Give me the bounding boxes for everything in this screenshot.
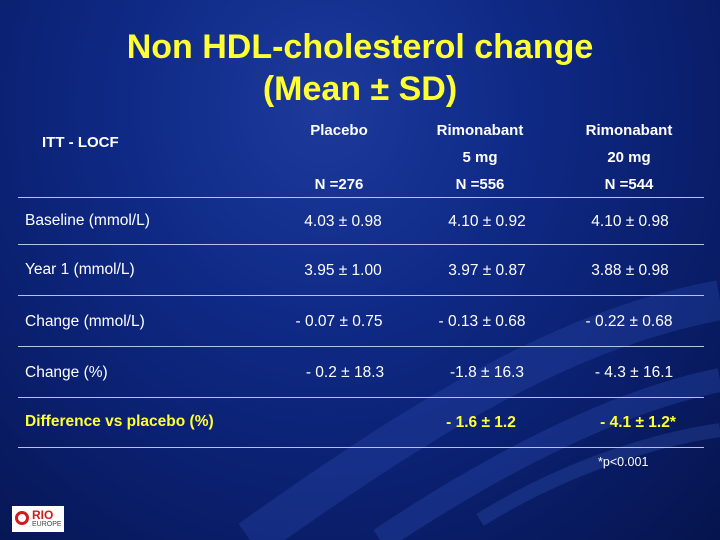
rio-europe-logo: RIO EUROPE	[12, 506, 64, 532]
table-rule	[18, 346, 704, 347]
column-n-rimonabant-20: N =544	[604, 176, 654, 193]
cell-change-mmol-placebo: - 0.07 ± 0.75	[295, 313, 383, 330]
cell-difference-20mg: - 4.1 ± 1.2*	[600, 414, 676, 431]
cell-change-pct-5mg: -1.8 ± 16.3	[450, 364, 524, 381]
logo-ring-icon	[15, 511, 29, 525]
footnote: *p<0.001	[598, 455, 649, 469]
row-label-change-pct: Change (%)	[25, 364, 108, 381]
column-n-placebo: N =276	[314, 176, 364, 193]
cell-change-pct-placebo: - 0.2 ± 18.3	[305, 364, 385, 381]
cell-baseline-20mg: 4.10 ± 0.98	[591, 213, 669, 230]
row-label-year1: Year 1 (mmol/L)	[25, 261, 135, 278]
page-title: Non HDL-cholesterol change	[126, 28, 594, 66]
column-header-rimonabant-20: Rimonabant	[585, 122, 673, 139]
table-rule	[18, 244, 704, 245]
column-n-rimonabant-5: N =556	[455, 176, 505, 193]
cell-change-pct-20mg: - 4.3 ± 16.1	[594, 364, 674, 381]
cell-baseline-placebo: 4.03 ± 0.98	[304, 213, 382, 230]
column-header-placebo: Placebo	[310, 122, 368, 139]
row-label-difference-vs-placebo: Difference vs placebo (%)	[25, 413, 214, 430]
column-dose-5mg: 5 mg	[462, 149, 498, 166]
cell-change-mmol-20mg: - 0.22 ± 0.68	[585, 313, 673, 330]
cell-difference-5mg: - 1.6 ± 1.2	[446, 414, 516, 431]
page-subtitle: (Mean ± SD)	[262, 70, 458, 108]
cell-year1-placebo: 3.95 ± 1.00	[304, 262, 382, 279]
column-dose-20mg: 20 mg	[607, 149, 651, 166]
cell-year1-5mg: 3.97 ± 0.87	[448, 262, 526, 279]
logo-text-europe: EUROPE	[32, 521, 62, 528]
cell-baseline-5mg: 4.10 ± 0.92	[448, 213, 526, 230]
row-label-baseline: Baseline (mmol/L)	[25, 212, 150, 229]
row-label-change-mmol: Change (mmol/L)	[25, 313, 145, 330]
column-header-rimonabant-5: Rimonabant	[436, 122, 524, 139]
cell-change-mmol-5mg: - 0.13 ± 0.68	[438, 313, 526, 330]
table-rule	[18, 397, 704, 398]
table-rule	[18, 447, 704, 448]
cell-year1-20mg: 3.88 ± 0.98	[591, 262, 669, 279]
row-header-label: ITT - LOCF	[42, 134, 119, 151]
table-rule	[18, 295, 704, 296]
table-rule	[18, 197, 704, 198]
logo-text-rio: RIO	[32, 508, 54, 522]
